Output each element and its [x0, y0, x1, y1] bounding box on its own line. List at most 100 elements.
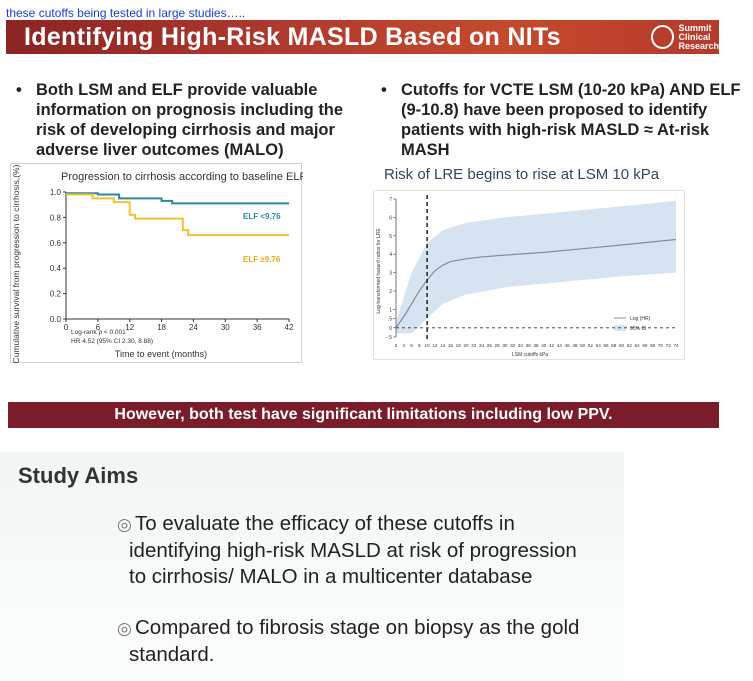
lre-y-tick-label: -.5 — [386, 335, 392, 341]
lre-x-tick-label: 26 — [487, 343, 493, 348]
bullet-left: • Both LSM and ELF provide valuable info… — [16, 80, 346, 160]
km-x-tick-label: 30 — [221, 323, 230, 332]
km-chart-title: Progression to cirrhosis according to ba… — [61, 171, 303, 183]
lre-x-tick-label: 74 — [673, 343, 679, 348]
lre-x-tick-label: 4 — [402, 343, 405, 348]
lre-x-tick-label: 2 — [395, 343, 398, 348]
lre-x-tick-label: 40 — [541, 343, 547, 348]
slide-title-bar: Identifying High-Risk MASLD Based on NIT… — [6, 20, 719, 54]
km-x-tick-label: 0 — [64, 323, 69, 332]
km-x-tick-label: 36 — [253, 323, 262, 332]
km-x-tick-label: 24 — [189, 323, 198, 332]
lre-y-tick-label: 2 — [389, 289, 392, 295]
lre-x-tick-label: 46 — [565, 343, 571, 348]
aim-text: identifying high-risk MASLD at risk of p… — [129, 539, 577, 562]
lre-legend-log-hr: Log (HR) — [630, 316, 651, 322]
lre-chart-svg: LSM cutoffs kPa Log-transformed hazard r… — [376, 195, 679, 358]
bullet-right-line: MASH — [401, 141, 450, 159]
aim-text: standard. — [129, 643, 215, 666]
km-chart-svg: Progression to cirrhosis according to ba… — [11, 164, 306, 363]
aim-text: To evaluate the efficacy of these cutoff… — [135, 512, 515, 535]
bullet-right-line: (9-10.8) have been proposed to identify — [401, 101, 708, 119]
km-chart: Progression to cirrhosis according to ba… — [10, 163, 306, 363]
study-aims-title: Study Aims — [18, 463, 139, 488]
lre-x-tick-label: 32 — [510, 343, 516, 348]
lre-y-axis-label: Log-transformed hazard ratios for LRE — [376, 228, 382, 314]
lre-y-tick-label: 6 — [389, 215, 392, 221]
lre-x-tick-label: 36 — [526, 343, 532, 348]
lre-x-tick-label: 24 — [479, 343, 485, 348]
km-annotation-logrank: Log-rank p < 0.001 — [71, 329, 126, 336]
km-series-elf-high — [66, 193, 289, 237]
bullet-left-text: Both LSM and ELF provide valuable inform… — [36, 81, 344, 159]
slide-title: Identifying High-Risk MASLD Based on NIT… — [24, 23, 561, 51]
km-y-tick-label: 0.2 — [50, 290, 62, 299]
lre-x-tick-label: 10 — [425, 343, 431, 348]
lre-x-tick-label: 58 — [611, 343, 617, 348]
km-x-tick-label: 18 — [157, 323, 166, 332]
lre-legend-ci: 95% CI — [630, 326, 646, 332]
km-y-tick-label: 1.0 — [50, 188, 62, 197]
lre-chart: LSM cutoffs kPa Log-transformed hazard r… — [373, 190, 685, 360]
bullet-right-line: Cutoffs for VCTE LSM (10-20 kPa) AND ELF — [401, 81, 741, 99]
lre-x-tick-label: 30 — [502, 343, 508, 348]
km-y-tick-label: 0.0 — [50, 315, 62, 324]
aim-item: ◎ Compared to fibrosis stage on biopsy as… — [117, 615, 617, 668]
lre-y-tick-label: 3 — [389, 271, 392, 277]
lre-y-tick-label: 7 — [389, 197, 392, 203]
study-aims-panel — [0, 452, 624, 681]
lre-x-tick-label: 68 — [650, 343, 656, 348]
aim-text: Compared to fibrosis stage on biopsy as … — [135, 616, 580, 639]
bullet-right-line: patients with high-risk MASLD ≈ At-risk — [401, 121, 710, 139]
km-label-elf-high: ELF ≥9.76 — [243, 255, 281, 264]
lre-y-tick-label: 5 — [389, 234, 392, 240]
lre-x-tick-label: 42 — [549, 343, 555, 348]
bullet-right: • Cutoffs for VCTE LSM (10-20 kPa) AND E… — [381, 80, 753, 160]
lre-x-tick-label: 70 — [658, 343, 664, 348]
lre-x-axis-label: LSM cutoffs kPa — [512, 352, 549, 358]
mountain-icon — [651, 25, 675, 49]
lre-x-tick-label: 20 — [463, 343, 469, 348]
lre-x-tick-label: 6 — [410, 343, 413, 348]
lre-y-tick-label: 4 — [389, 252, 392, 258]
km-y-axis-label: Cumulative survival from progression to … — [11, 164, 21, 363]
lre-y-tick-label: .5 — [388, 317, 392, 323]
lre-x-tick-label: 12 — [432, 343, 438, 348]
km-y-tick-label: 0.4 — [50, 264, 62, 273]
km-annotation-hr: HR 4.52 (95% CI 2.30, 8.88) — [71, 338, 153, 345]
lre-x-tick-label: 60 — [619, 343, 625, 348]
limitations-banner: However, both test have significant limi… — [8, 402, 719, 428]
lre-x-tick-label: 50 — [580, 343, 586, 348]
lre-x-tick-label: 54 — [596, 343, 602, 348]
lre-x-tick-label: 66 — [642, 343, 648, 348]
km-series-elf-low — [66, 192, 289, 205]
summit-logo: Summit Clinical Research — [647, 20, 719, 54]
lre-x-tick-label: 16 — [448, 343, 454, 348]
slide-caption: these cutoffs being tested in large stud… — [6, 6, 246, 20]
bullet-dot-icon: • — [381, 81, 387, 99]
lre-x-tick-label: 14 — [440, 343, 446, 348]
lre-x-tick-label: 28 — [495, 343, 501, 348]
km-x-tick-label: 42 — [285, 323, 294, 332]
aim-item: ◎ To evaluate the efficacy of these cutof… — [117, 511, 617, 590]
km-y-tick-label: 0.6 — [50, 239, 62, 248]
lre-x-tick-label: 52 — [588, 343, 594, 348]
lre-x-tick-label: 64 — [635, 343, 641, 348]
lre-x-tick-label: 56 — [603, 343, 609, 348]
km-x-axis-label: Time to event (months) — [115, 349, 207, 359]
lre-x-tick-label: 62 — [627, 343, 633, 348]
lre-y-tick-label: 0 — [389, 326, 392, 332]
aim-text: to cirrhosis/ MALO in a multicenter data… — [129, 565, 533, 588]
lre-x-tick-label: 22 — [471, 343, 477, 348]
lre-chart-title: Risk of LRE begins to rise at LSM 10 kPa — [384, 166, 660, 183]
target-bullet-icon: ◎ — [117, 515, 132, 534]
km-x-tick-label: 6 — [96, 323, 101, 332]
km-label-elf-low: ELF <9.76 — [243, 212, 281, 221]
lre-x-tick-label: 48 — [572, 343, 578, 348]
lre-x-tick-label: 34 — [518, 343, 524, 348]
logo-text: Summit Clinical Research — [678, 22, 719, 51]
km-y-tick-label: 0.8 — [50, 213, 62, 222]
lre-x-tick-label: 72 — [666, 343, 672, 348]
lre-x-tick-label: 38 — [533, 343, 539, 348]
lre-y-tick-label: 1 — [389, 307, 392, 313]
